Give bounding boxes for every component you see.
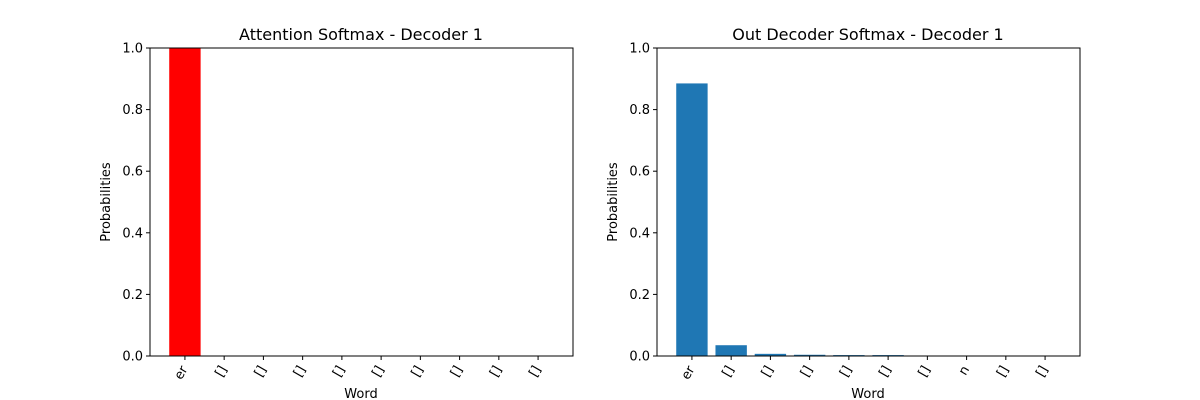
bars xyxy=(169,48,201,356)
y-tick-label: 0.0 xyxy=(122,350,143,365)
bar-3 xyxy=(793,354,826,356)
y-tick-label: 0.2 xyxy=(629,288,650,303)
x-tick-label: [] xyxy=(837,363,855,379)
x-tick-label: [] xyxy=(330,363,348,379)
y-axis-ticks: 0.0 0.2 0.4 0.6 0.8 1.0 xyxy=(122,42,150,365)
x-tick-label: [] xyxy=(994,364,1012,380)
bar-2 xyxy=(754,353,787,356)
x-tick-label: er xyxy=(679,363,699,383)
x-tick-label: [] xyxy=(526,364,544,380)
y-tick-label: 0.8 xyxy=(122,103,143,118)
bar-0 xyxy=(676,83,708,357)
bar-1 xyxy=(715,345,747,356)
plot-frame xyxy=(656,47,1081,357)
x-tick-label: [] xyxy=(720,363,738,379)
y-tick-label: 1.0 xyxy=(629,42,650,57)
x-tick-label: [] xyxy=(448,364,466,380)
chart-title: Attention Softmax - Decoder 1 xyxy=(239,25,483,44)
x-tick-label: [] xyxy=(213,363,231,379)
x-axis-ticks: er [] [] [] [] [] [] n [] [] xyxy=(679,356,1052,383)
x-tick-label: [] xyxy=(409,364,427,380)
x-tick-label: [] xyxy=(370,364,388,380)
y-tick-label: 0.2 xyxy=(122,288,143,303)
y-axis-label: Probabilities xyxy=(606,162,621,242)
x-tick-label: n xyxy=(956,364,973,379)
y-tick-label: 0.4 xyxy=(122,226,143,241)
bar-0 xyxy=(169,48,201,356)
y-tick-label: 0.6 xyxy=(629,165,650,180)
y-tick-label: 0.0 xyxy=(629,350,650,365)
y-axis-label: Probabilities xyxy=(99,162,114,242)
plot-frame xyxy=(149,47,574,357)
x-axis-label: Word xyxy=(344,387,377,400)
y-tick-label: 1.0 xyxy=(122,42,143,57)
x-tick-label: [] xyxy=(291,363,309,379)
y-tick-label: 0.8 xyxy=(629,103,650,118)
x-tick-label: er xyxy=(172,363,192,383)
out-decoder-softmax-chart: Out Decoder Softmax - Decoder 1 0.00.20.… xyxy=(606,25,1081,400)
bars xyxy=(676,83,1061,357)
x-tick-label: [] xyxy=(252,363,270,379)
y-axis-ticks: 0.0 0.2 0.4 0.6 0.8 1.0 xyxy=(629,42,657,365)
x-tick-label: [] xyxy=(877,364,895,380)
x-axis-ticks: er [] [] [] [] [] [] [] [] [] xyxy=(172,356,545,383)
y-tick-label: 0.6 xyxy=(122,165,143,180)
x-tick-label: [] xyxy=(759,363,777,379)
x-tick-label: [] xyxy=(798,363,816,379)
x-axis-label: Word xyxy=(851,387,884,400)
attention-softmax-chart: Attention Softmax - Decoder 1 0.00.20.40… xyxy=(99,25,574,400)
y-tick-label: 0.4 xyxy=(629,226,650,241)
chart-title: Out Decoder Softmax - Decoder 1 xyxy=(732,25,1003,44)
x-tick-label: [] xyxy=(916,364,934,380)
x-tick-label: [] xyxy=(1033,364,1051,380)
x-tick-label: [] xyxy=(487,364,505,380)
